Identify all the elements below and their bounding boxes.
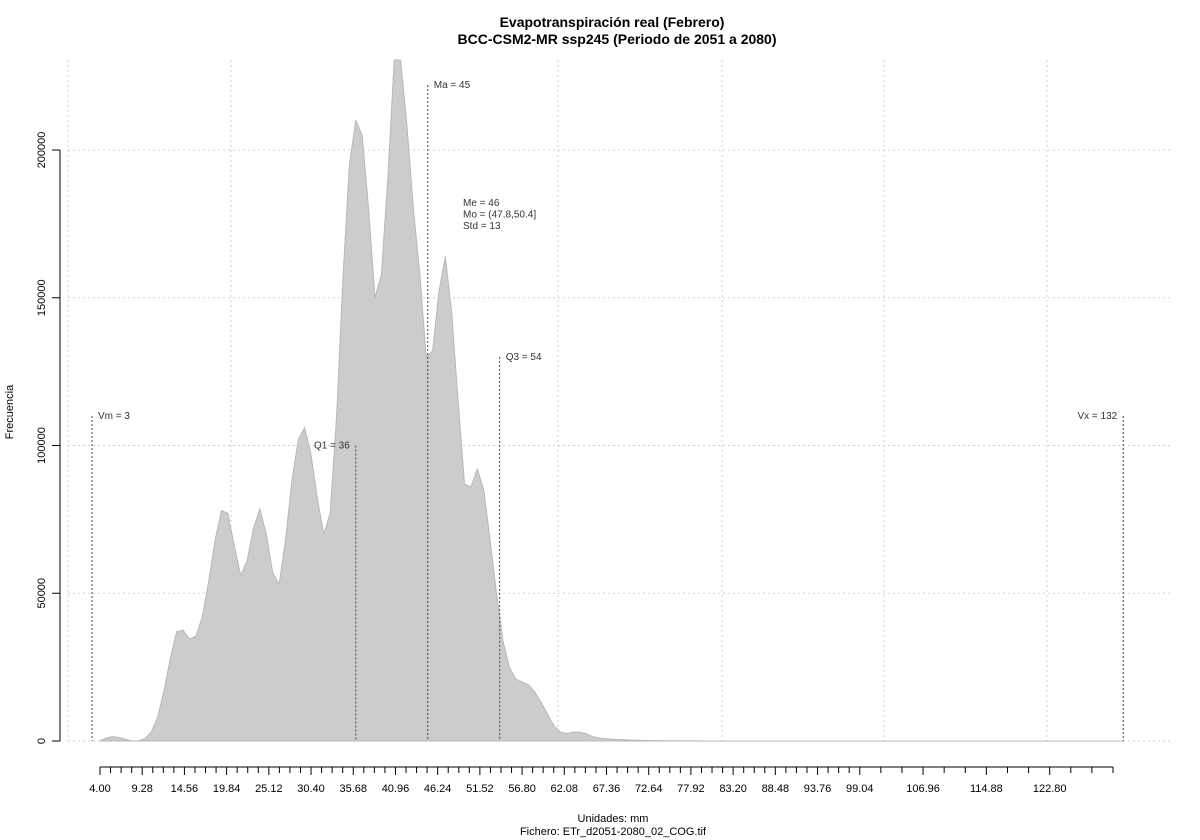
x-tick-label: 9.28 xyxy=(131,783,152,795)
stats-line: Me = 46 xyxy=(463,198,500,209)
x-tick-label: 25.12 xyxy=(255,783,283,795)
chart-subtitle: BCC-CSM2-MR ssp245 (Periodo de 2051 a 20… xyxy=(458,31,777,47)
marker-label-vx: Vx = 132 xyxy=(1077,411,1117,422)
x-tick-label: 122.80 xyxy=(1033,783,1067,795)
y-tick-label: 100000 xyxy=(36,427,48,464)
x-tick-label: 46.24 xyxy=(424,783,452,795)
stat-markers: Vm = 3 Q1 = 36 Ma = 45 Q3 = 54 Vx = 132 xyxy=(91,80,1124,741)
y-tick-label: 0 xyxy=(36,738,48,744)
marker-label-q3: Q3 = 54 xyxy=(506,352,542,363)
marker-label-vm: Vm = 3 xyxy=(98,411,130,422)
marker-label-ma: Ma = 45 xyxy=(434,80,471,91)
x-axis: 4.00 9.28 14.56 19.84 25.12 30.40 35.68 40.96 46… xyxy=(89,766,1114,795)
stats-line: Mo = (47.8,50.4] xyxy=(463,210,536,221)
y-tick-label: 50000 xyxy=(36,578,48,609)
stats-line: Std = 13 xyxy=(463,221,501,232)
x-tick-label: 14.56 xyxy=(171,783,199,795)
y-tick-label: 200000 xyxy=(36,132,48,169)
x-tick-label: 72.64 xyxy=(635,783,663,795)
density-area xyxy=(99,59,1124,742)
x-tick-label: 114.88 xyxy=(970,783,1003,795)
x-tick-label: 51.52 xyxy=(466,783,494,795)
x-tick-label: 4.00 xyxy=(89,783,110,795)
x-tick-label: 88.48 xyxy=(762,783,790,795)
x-axis-label: Unidades: mm xyxy=(578,813,649,825)
x-tick-label: 83.20 xyxy=(719,783,747,795)
x-tick-label: 62.08 xyxy=(551,783,579,795)
x-tick-label: 93.76 xyxy=(804,783,832,795)
chart-title: Evapotranspiración real (Febrero) xyxy=(500,14,725,30)
x-tick-label: 67.36 xyxy=(593,783,621,795)
x-tick-label: 99.04 xyxy=(846,783,874,795)
x-tick-label: 40.96 xyxy=(382,783,410,795)
x-tick-label: 77.92 xyxy=(677,783,705,795)
y-axis-label: Frecuencia xyxy=(4,384,16,439)
x-tick-label: 56.80 xyxy=(508,783,536,795)
file-name-label: Fichero: ETr_d2051-2080_02_COG.tif xyxy=(520,826,707,838)
x-tick-label: 35.68 xyxy=(339,783,367,795)
x-tick-label: 106.96 xyxy=(906,783,940,795)
x-tick-label: 30.40 xyxy=(297,783,325,795)
y-axis: 0 50000 100000 150000 200000 xyxy=(36,132,61,744)
y-tick-label: 150000 xyxy=(36,279,48,316)
x-tick-label: 19.84 xyxy=(213,783,241,795)
marker-label-q1: Q1 = 36 xyxy=(314,441,350,452)
